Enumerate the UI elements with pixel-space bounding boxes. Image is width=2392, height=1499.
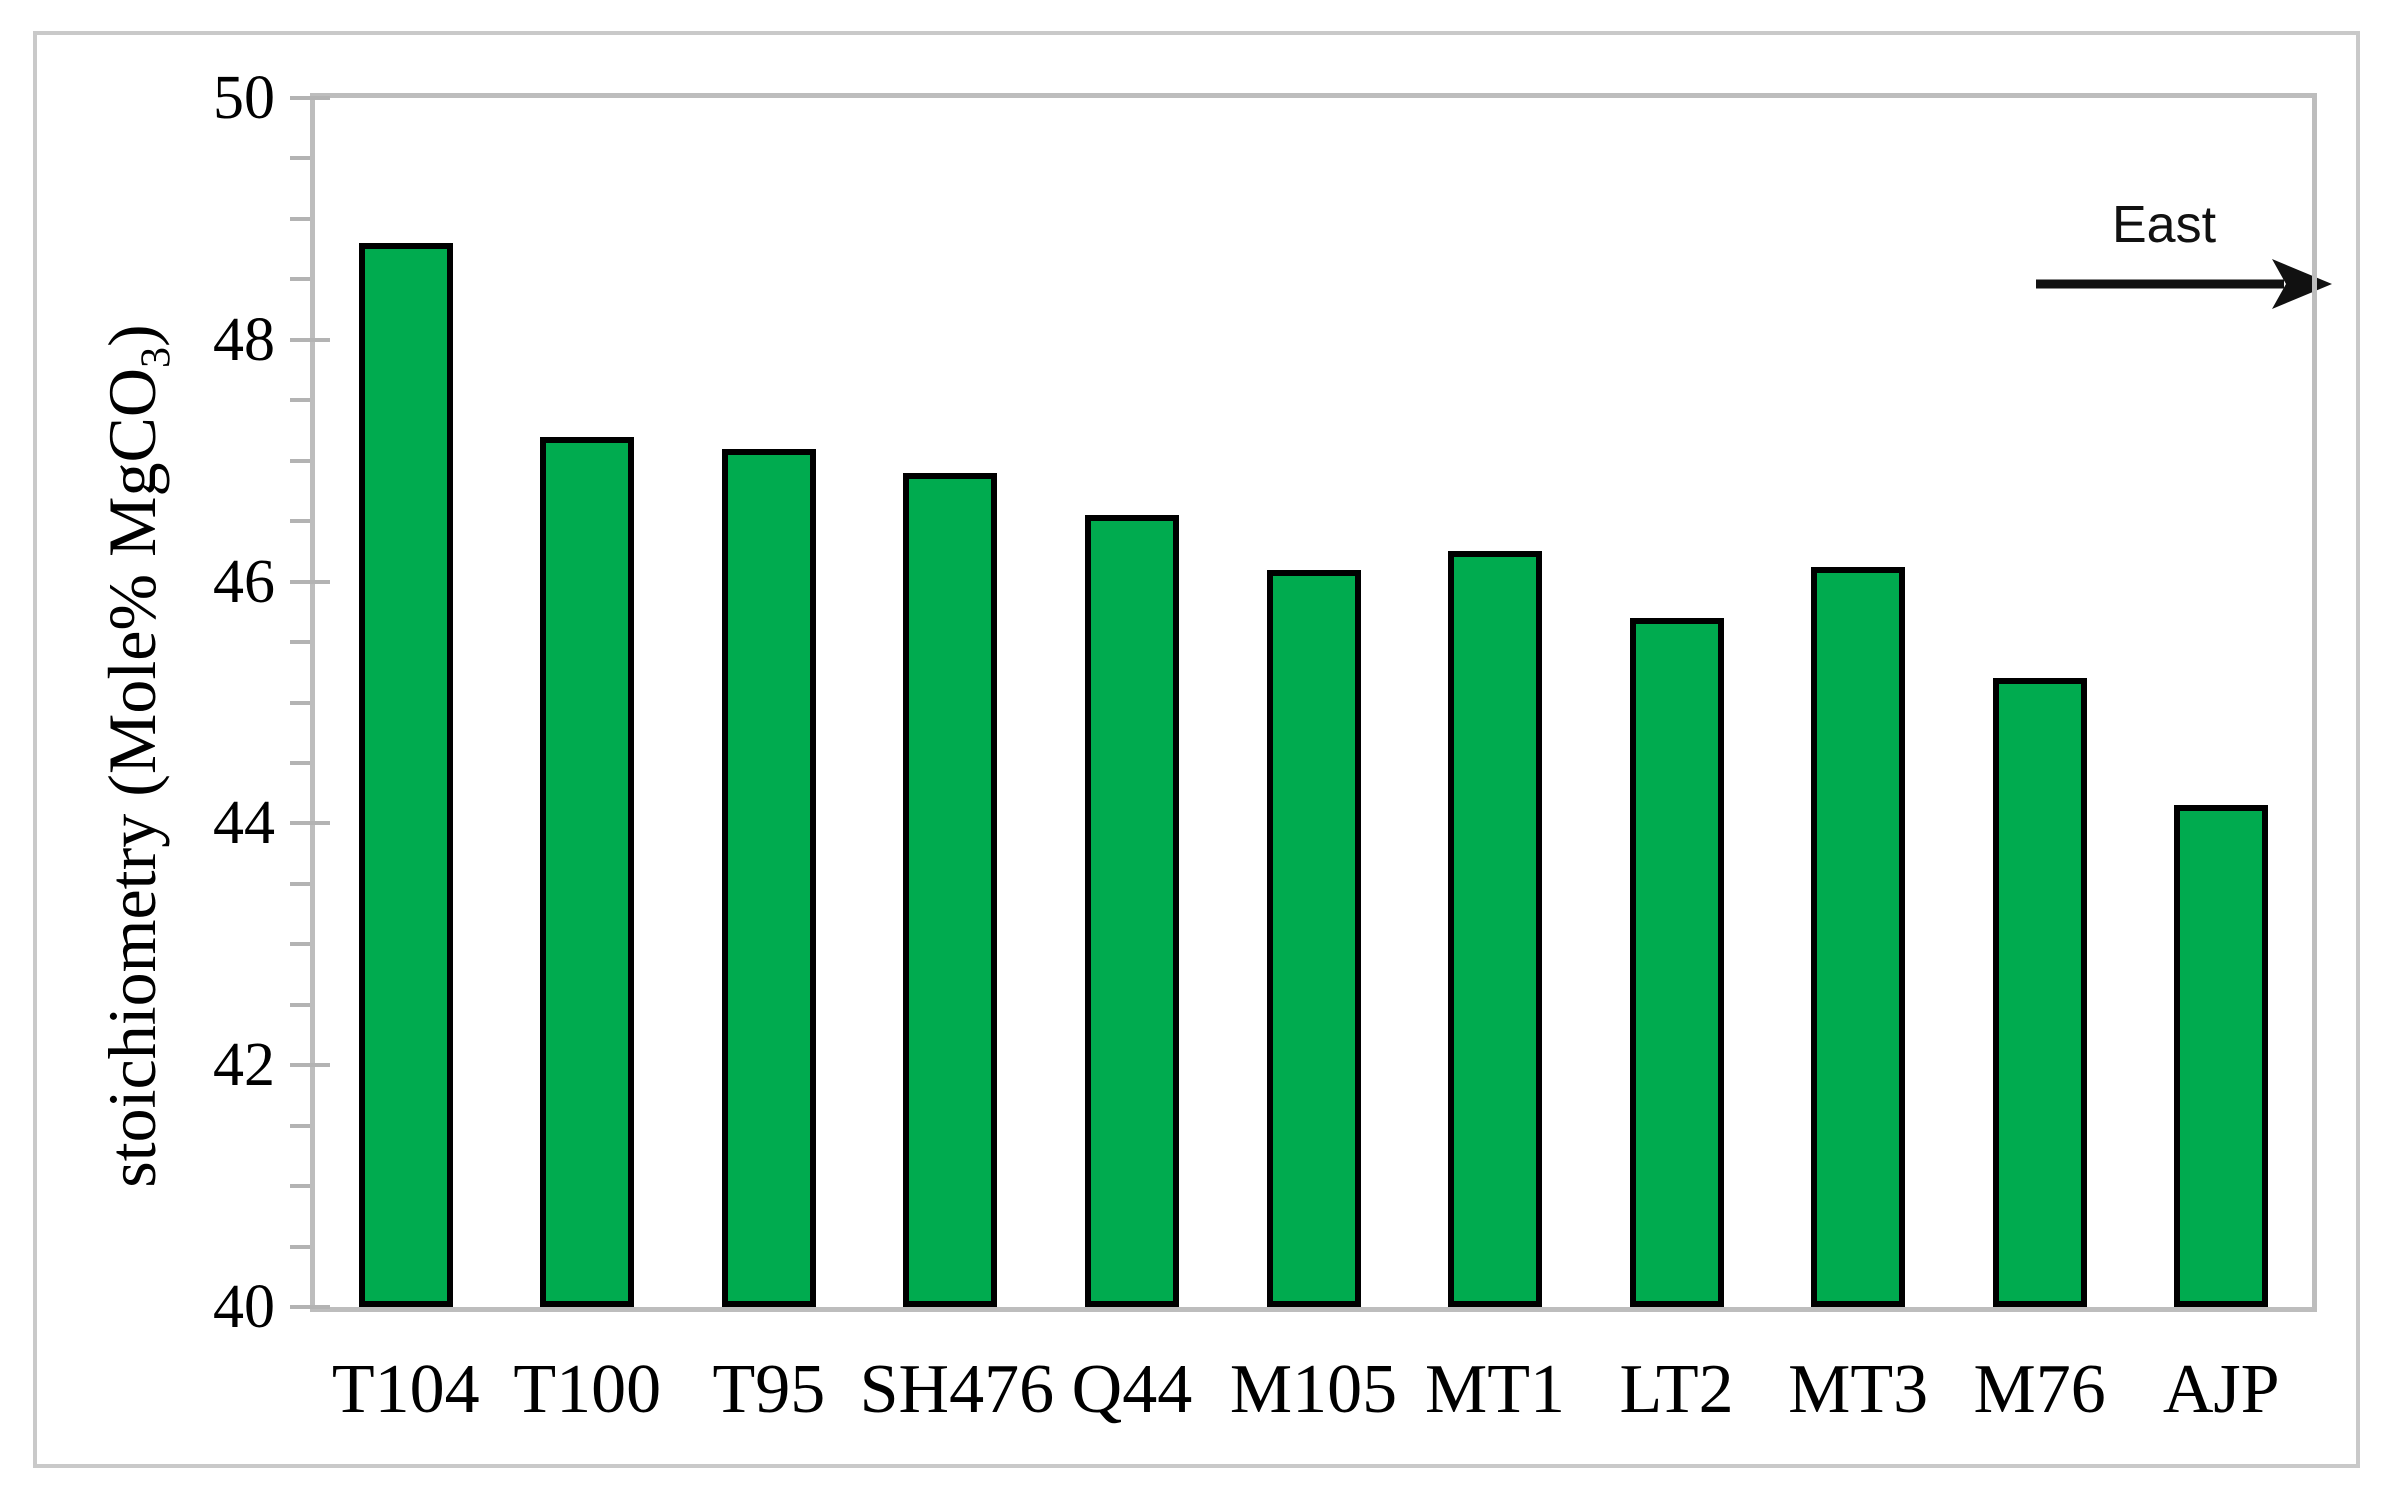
y-minor-tick xyxy=(290,942,310,947)
y-minor-tick xyxy=(290,1002,310,1007)
bar-MT1 xyxy=(1448,551,1543,1307)
bar-LT2 xyxy=(1629,617,1724,1307)
bar-SH476 xyxy=(903,472,998,1307)
y-major-tick xyxy=(290,1305,330,1309)
y-minor-tick xyxy=(290,881,310,886)
y-minor-tick xyxy=(290,216,310,221)
y-minor-tick xyxy=(290,760,310,765)
y-minor-tick xyxy=(290,156,310,161)
x-tick-label-SH476: SH476 xyxy=(859,1351,1055,1428)
east-annotation-label: East xyxy=(2111,196,2217,254)
x-tick-label-T95: T95 xyxy=(712,1351,826,1428)
bar-Q44 xyxy=(1084,515,1179,1307)
y-minor-tick xyxy=(290,1123,310,1128)
x-tick-label-LT2: LT2 xyxy=(1619,1351,1734,1428)
y-major-tick xyxy=(290,821,330,826)
x-tick-label-AJP: AJP xyxy=(2162,1351,2280,1428)
x-tick-label-MT3: MT3 xyxy=(1788,1351,1929,1428)
y-major-tick xyxy=(290,1063,330,1068)
y-minor-tick xyxy=(290,700,310,705)
x-tick-label-T100: T100 xyxy=(513,1351,662,1428)
x-tick-label-Q44: Q44 xyxy=(1071,1351,1193,1428)
y-tick-label: 40 xyxy=(213,1273,275,1341)
east-arrow-icon xyxy=(2036,259,2332,309)
bar-T95 xyxy=(721,448,816,1307)
y-tick-label: 46 xyxy=(213,547,275,616)
x-tick-label-MT1: MT1 xyxy=(1425,1351,1566,1428)
y-major-tick xyxy=(290,96,330,100)
y-minor-tick xyxy=(290,1244,310,1249)
y-tick-label: 50 xyxy=(213,64,275,132)
y-minor-tick xyxy=(290,458,310,463)
x-tick-label-M105: M105 xyxy=(1229,1351,1398,1428)
bar-T100 xyxy=(540,436,635,1307)
x-tick-label-M76: M76 xyxy=(1973,1351,2106,1428)
y-major-tick xyxy=(290,337,330,342)
plot-inner xyxy=(290,96,2312,1309)
bar-AJP xyxy=(2174,805,2269,1307)
y-axis-title: stoichiometry (Mole% MgCO3) xyxy=(94,256,180,1256)
y-minor-tick xyxy=(290,398,310,403)
y-minor-tick xyxy=(290,640,310,645)
bar-T104 xyxy=(358,243,453,1307)
y-minor-tick xyxy=(290,277,310,282)
bar-M105 xyxy=(1266,569,1361,1307)
y-major-tick xyxy=(290,579,330,584)
y-tick-label: 44 xyxy=(213,789,275,858)
bar-M76 xyxy=(1992,678,2087,1307)
y-tick-label: 48 xyxy=(213,305,275,374)
bar-MT3 xyxy=(1811,567,1906,1307)
y-minor-tick xyxy=(290,519,310,524)
y-minor-tick xyxy=(290,1184,310,1189)
x-tick-label-T104: T104 xyxy=(331,1351,480,1428)
plot-area xyxy=(290,93,2317,1312)
y-tick-label: 42 xyxy=(213,1031,275,1100)
